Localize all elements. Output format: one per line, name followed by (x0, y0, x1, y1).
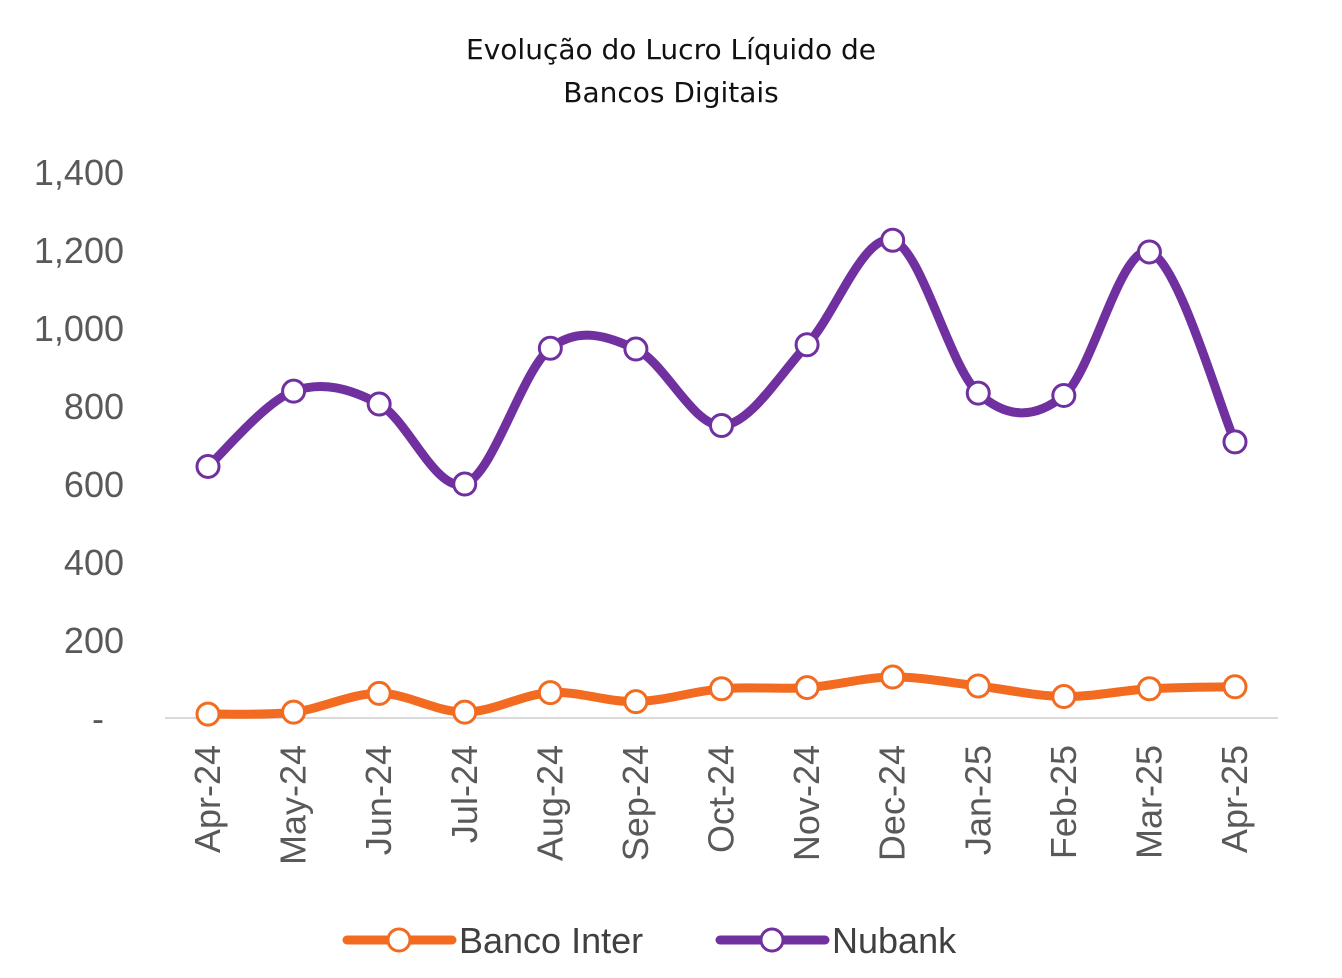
data-point-nubank (452, 471, 478, 497)
legend-swatch-marker (759, 927, 785, 953)
legend-label: Nubank (832, 920, 957, 961)
legend-item-banco-inter: Banco Inter (342, 920, 643, 961)
data-point-nubank (195, 453, 221, 479)
x-tick-label: Feb-25 (1043, 745, 1084, 859)
x-tick-label: Aug-24 (529, 745, 570, 861)
data-point-banco-inter (366, 680, 392, 706)
data-point-banco-inter (1222, 674, 1248, 700)
data-point-banco-inter (195, 701, 221, 727)
series-points (195, 227, 1248, 727)
data-point-nubank (1051, 382, 1077, 408)
chart-title: Evolução do Lucro Líquido de Bancos Digi… (0, 28, 1342, 114)
series-lines (203, 235, 1240, 719)
x-tick-label: Apr-25 (1214, 745, 1255, 853)
y-tick-label: - (92, 698, 104, 739)
x-tick-label: Jul-24 (444, 745, 485, 843)
x-tick-label: Sep-24 (615, 745, 656, 861)
x-axis: Apr-24 May-24 Jun-24 Jul-24 Aug-24 Sep-24 Oct-… (165, 717, 1278, 865)
y-tick-label: 200 (64, 620, 124, 661)
data-point-nubank (709, 413, 734, 438)
y-tick-label: 1,000 (34, 308, 124, 349)
y-tick-label: 800 (64, 386, 124, 427)
data-point-banco-inter (281, 699, 307, 725)
data-point-banco-inter (965, 673, 991, 699)
series-line-nubank (203, 235, 1240, 490)
y-axis: - 200 400 600 800 1,000 1,200 1,400 (34, 152, 124, 739)
x-tick-label: Nov-24 (786, 745, 827, 861)
x-tick-label: May-24 (273, 745, 314, 865)
x-tick-label: Dec-24 (872, 745, 913, 861)
data-point-nubank (366, 391, 392, 417)
data-point-banco-inter (709, 676, 734, 702)
data-point-nubank (794, 332, 820, 358)
data-point-nubank (623, 336, 649, 362)
data-point-banco-inter (623, 689, 649, 715)
data-point-nubank (965, 380, 991, 406)
legend-item-nubank: Nubank (715, 920, 957, 961)
chart-title-line-1: Evolução do Lucro Líquido de (466, 33, 876, 66)
x-tick-label: Jun-24 (358, 745, 399, 855)
x-tick-label: Mar-25 (1128, 745, 1169, 859)
x-tick-label: Oct-24 (701, 745, 742, 853)
data-point-banco-inter (452, 699, 478, 725)
y-tick-label: 1,400 (34, 152, 124, 193)
y-tick-label: 600 (64, 464, 124, 505)
data-point-nubank (281, 378, 307, 404)
chart-title-line-2: Bancos Digitais (563, 76, 779, 109)
x-tick-label: Jan-25 (957, 745, 998, 855)
y-tick-label: 1,200 (34, 230, 124, 271)
data-point-banco-inter (1136, 676, 1162, 702)
data-point-banco-inter (1051, 684, 1077, 710)
x-tick-label: Apr-24 (187, 745, 228, 853)
data-point-nubank (880, 227, 906, 253)
data-point-nubank (1136, 239, 1162, 265)
legend: Banco Inter Nubank (342, 920, 957, 961)
data-point-banco-inter (794, 675, 820, 701)
data-point-nubank (1222, 429, 1248, 455)
data-point-banco-inter (880, 664, 906, 690)
legend-swatch-marker (386, 927, 412, 953)
data-point-banco-inter (537, 680, 563, 706)
legend-label: Banco Inter (459, 920, 643, 961)
data-point-nubank (537, 335, 563, 361)
y-tick-label: 400 (64, 542, 124, 583)
